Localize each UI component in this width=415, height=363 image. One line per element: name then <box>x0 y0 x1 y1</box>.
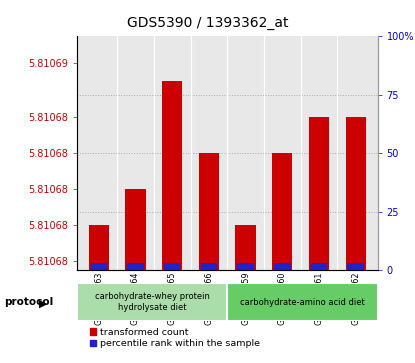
Bar <box>235 225 256 270</box>
Bar <box>309 117 329 270</box>
Text: ▶: ▶ <box>39 298 47 308</box>
Bar <box>164 264 181 270</box>
Bar <box>346 117 366 270</box>
Text: carbohydrate-amino acid diet: carbohydrate-amino acid diet <box>240 298 365 307</box>
Bar <box>89 225 109 270</box>
Bar <box>200 264 217 270</box>
Bar <box>347 264 364 270</box>
Legend: transformed count, percentile rank within the sample: transformed count, percentile rank withi… <box>90 328 260 348</box>
Bar <box>227 283 378 321</box>
Bar <box>77 283 227 321</box>
Bar <box>199 153 219 270</box>
Bar <box>125 189 146 270</box>
Bar <box>237 264 254 270</box>
Text: GDS5390 / 1393362_at: GDS5390 / 1393362_at <box>127 16 288 30</box>
Bar <box>274 264 290 270</box>
Bar <box>127 264 144 270</box>
Bar <box>162 81 182 270</box>
Bar <box>272 153 292 270</box>
Bar <box>311 264 327 270</box>
Text: protocol: protocol <box>4 297 54 307</box>
Text: carbohydrate-whey protein
hydrolysate diet: carbohydrate-whey protein hydrolysate di… <box>95 293 210 312</box>
Bar <box>90 264 107 270</box>
